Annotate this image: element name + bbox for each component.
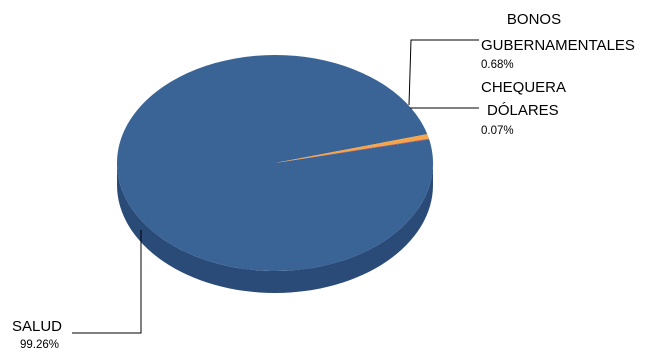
slice-value-chequera: 0.07% <box>481 125 514 137</box>
slice-value-bonos: 0.68% <box>481 59 514 71</box>
slice-label-salud: SALUD <box>12 318 62 335</box>
pie-side-wall <box>117 163 433 293</box>
slice-labels: BONOS GUBERNAMENTALES 0.68% CHEQUERA DÓL… <box>12 11 635 351</box>
slice-label-bonos-line2: GUBERNAMENTALES <box>481 37 635 54</box>
pie-slice-chequera <box>275 138 430 163</box>
slice-label-bonos-line1: BONOS <box>507 11 561 28</box>
pie-slice-bonos <box>275 134 429 163</box>
pie-layer <box>117 55 434 293</box>
leader-line-salud <box>72 230 142 334</box>
leader-lines <box>72 39 479 334</box>
leader-line-bonos <box>408 39 479 106</box>
pie-slice-salud <box>117 55 434 272</box>
slice-label-chequera-line1: CHEQUERA <box>481 79 566 96</box>
slice-label-chequera-line2: DÓLARES <box>487 102 559 119</box>
slice-value-salud: 99.26% <box>20 339 59 351</box>
